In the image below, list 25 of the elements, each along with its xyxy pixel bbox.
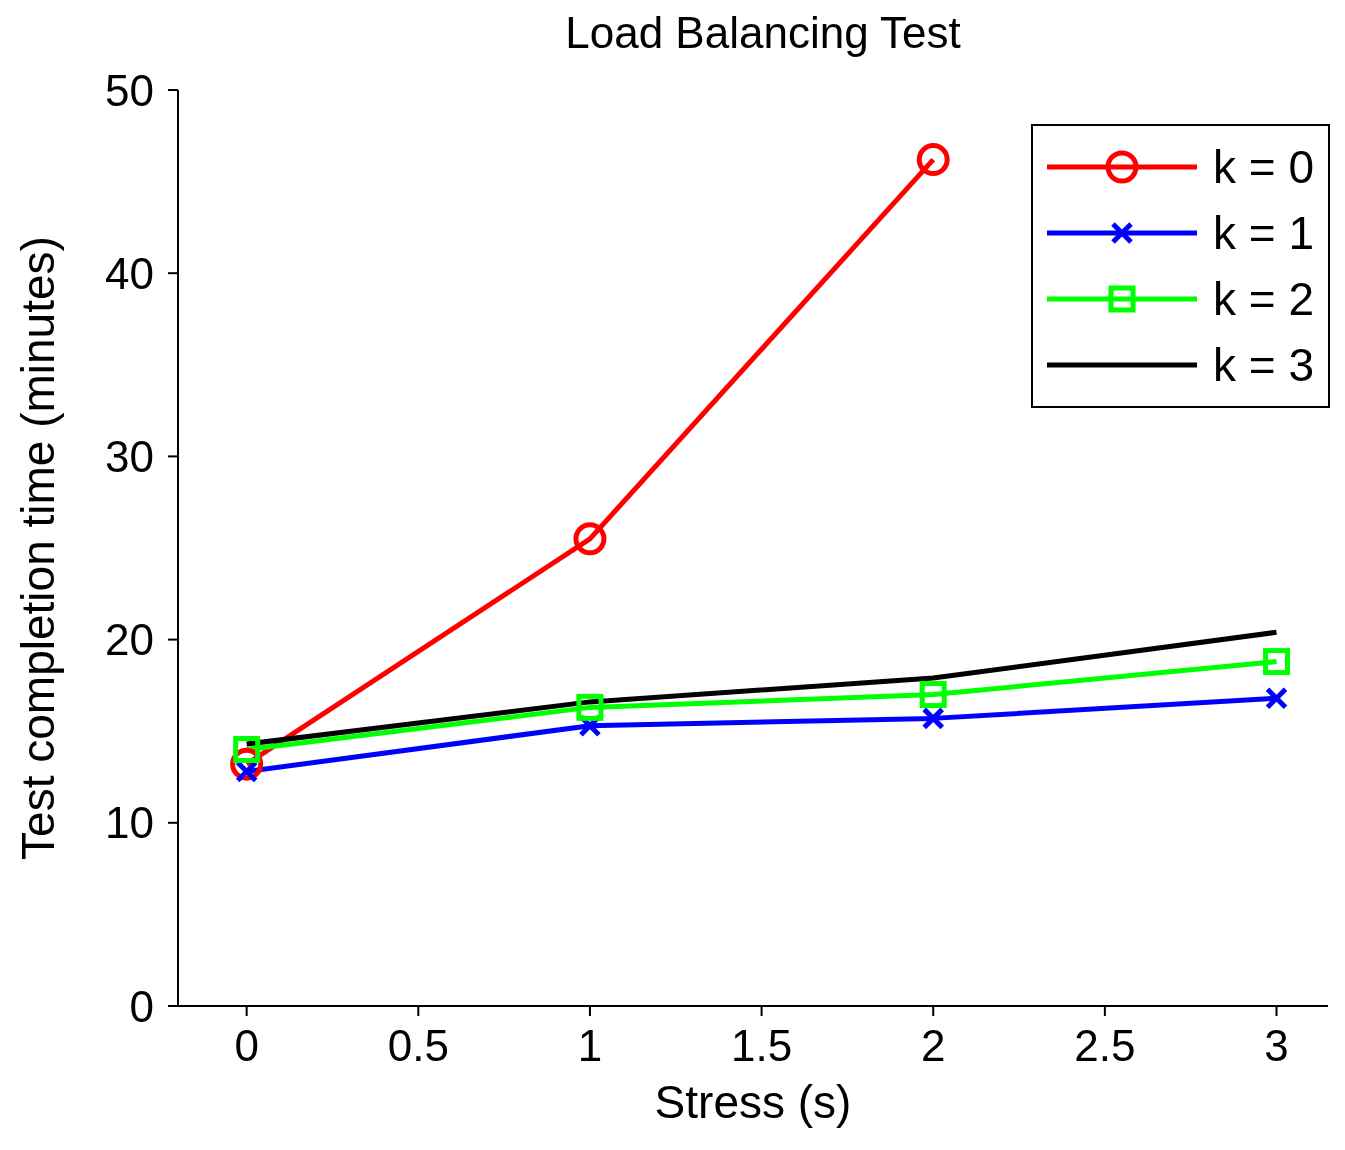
legend-label: k = 2	[1212, 272, 1314, 326]
legend-label: k = 0	[1212, 140, 1314, 194]
y-tick-label: 50	[105, 65, 154, 115]
y-tick-label: 30	[105, 432, 154, 482]
y-axis-title: Test completion time (minutes)	[12, 236, 65, 860]
x-tick-label: 0.5	[387, 1021, 449, 1071]
legend-label: k = 1	[1212, 206, 1314, 260]
chart-title: Load Balancing Test	[564, 8, 962, 59]
point	[916, 143, 950, 177]
y-tick-label: 40	[105, 248, 154, 298]
y-tick-label: 20	[105, 615, 154, 665]
point	[573, 522, 607, 556]
x-tick-label: 0	[234, 1021, 259, 1071]
legend-label: k = 3	[1212, 338, 1314, 392]
x-tick-label: 2	[920, 1021, 946, 1071]
x-tick-label: 3	[1264, 1021, 1289, 1071]
y-tick-label: 10	[105, 798, 154, 848]
x-axis-title: Stress (s)	[654, 1076, 852, 1128]
x-tick-label: 2.5	[1074, 1021, 1136, 1071]
y-tick-label: 0	[129, 981, 154, 1031]
x-tick-label: 1.5	[731, 1021, 793, 1071]
point	[1263, 648, 1291, 676]
point	[576, 693, 604, 721]
x-tick-label: 1	[577, 1021, 603, 1071]
point	[919, 681, 947, 709]
